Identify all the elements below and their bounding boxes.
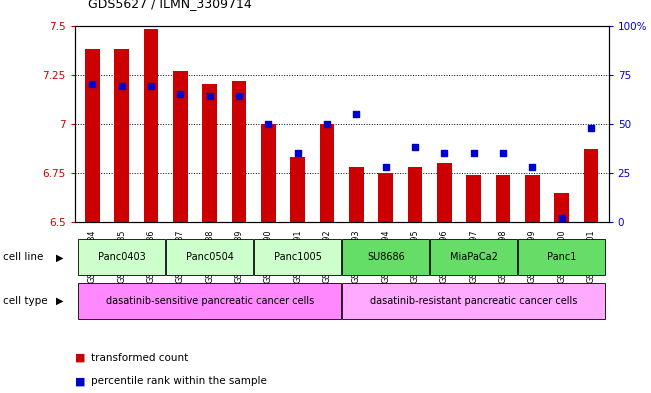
Point (352, 111, 362, 117)
Bar (78, 283, 341, 319)
Point (469, 150, 479, 156)
Bar (320, 124, 335, 222)
Point (204, 93, 215, 99)
Point (381, 164, 391, 170)
Point (117, 83, 127, 90)
Bar (167, 239, 253, 275)
Text: cell line: cell line (3, 252, 44, 263)
Point (498, 150, 508, 156)
Point (263, 121, 273, 127)
Bar (466, 175, 481, 222)
Bar (202, 84, 217, 222)
Point (146, 83, 156, 90)
Point (292, 150, 303, 156)
Text: ▶: ▶ (56, 296, 64, 306)
Point (175, 91, 186, 97)
Text: dasatinib-sensitive pancreatic cancer cells: dasatinib-sensitive pancreatic cancer ce… (105, 296, 314, 306)
Bar (255, 239, 341, 275)
Bar (584, 149, 598, 222)
Bar (437, 163, 452, 222)
Text: cell type: cell type (3, 296, 48, 306)
Bar (261, 124, 276, 222)
Text: GDS5627 / ILMN_3309714: GDS5627 / ILMN_3309714 (88, 0, 252, 10)
Bar (144, 29, 158, 222)
Bar (85, 49, 100, 222)
Text: Panc0504: Panc0504 (186, 252, 234, 263)
Text: ■: ■ (75, 353, 85, 363)
Text: SU8686: SU8686 (367, 252, 405, 263)
Bar (496, 175, 510, 222)
Bar (555, 193, 569, 222)
Text: Panc0403: Panc0403 (98, 252, 146, 263)
Point (87, 81, 98, 88)
Text: percentile rank within the sample: percentile rank within the sample (91, 376, 267, 386)
Text: ▶: ▶ (56, 252, 64, 263)
Text: transformed count: transformed count (91, 353, 188, 363)
Bar (525, 175, 540, 222)
Point (439, 150, 450, 156)
Bar (518, 239, 605, 275)
Point (410, 144, 421, 151)
Point (234, 93, 244, 99)
Point (586, 125, 596, 131)
Bar (173, 71, 187, 222)
Bar (232, 81, 247, 222)
Point (527, 164, 538, 170)
Text: Panc1005: Panc1005 (274, 252, 322, 263)
Point (322, 121, 332, 127)
Text: ■: ■ (75, 376, 85, 386)
Bar (430, 239, 517, 275)
Bar (115, 49, 129, 222)
Point (557, 215, 567, 221)
Bar (342, 239, 429, 275)
Bar (342, 283, 605, 319)
Text: dasatinib-resistant pancreatic cancer cells: dasatinib-resistant pancreatic cancer ce… (370, 296, 577, 306)
Bar (290, 157, 305, 222)
Bar (378, 173, 393, 222)
Bar (78, 239, 165, 275)
Bar (349, 167, 364, 222)
Bar (408, 167, 422, 222)
Text: Panc1: Panc1 (547, 252, 576, 263)
Text: MiaPaCa2: MiaPaCa2 (450, 252, 498, 263)
